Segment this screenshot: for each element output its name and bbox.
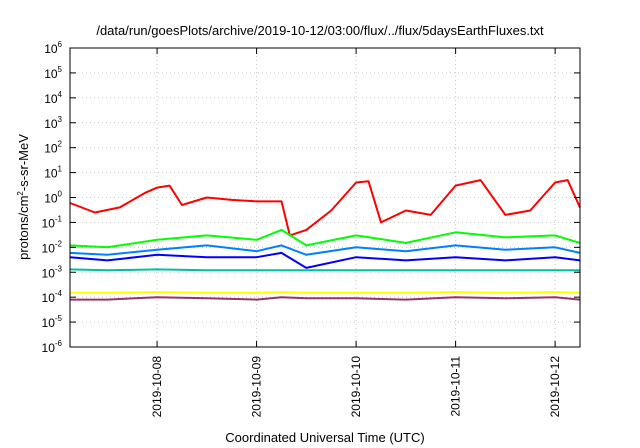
- chart-title: /data/run/goesPlots/archive/2019-10-12/0…: [96, 23, 544, 38]
- x-tick-label: 2019-10-12: [548, 356, 562, 418]
- series-line-4: [69, 268, 580, 272]
- y-tick-label: 10-3: [42, 264, 63, 280]
- series-line-5: [70, 291, 581, 294]
- y-tick-label: 10-6: [42, 339, 63, 355]
- y-tick-label: 10-5: [42, 314, 63, 330]
- y-tick-label: 101: [44, 165, 62, 181]
- y-tick-label: 106: [44, 40, 62, 56]
- series-layer: [69, 179, 581, 301]
- series-line-0: [69, 179, 581, 237]
- y-tick-label: 10-1: [42, 214, 63, 230]
- y-axis-label: protons/cm2-s-sr-MeV: [16, 134, 31, 260]
- y-tick-label: 105: [44, 65, 62, 81]
- grid: [70, 48, 580, 347]
- y-tick-label: 10-2: [42, 239, 63, 255]
- series-line-3: [69, 251, 581, 269]
- x-tick-label: 2019-10-10: [349, 356, 363, 418]
- x-tick-label: 2019-10-08: [150, 356, 164, 418]
- x-axis-label: Coordinated Universal Time (UTC): [225, 430, 424, 445]
- series-line-6: [70, 296, 581, 301]
- series-line-2: [69, 244, 581, 256]
- x-tick-labels: 2019-10-08 2019-10-09 2019-10-10 2019-10-11…: [150, 356, 562, 418]
- y-tick-label: 103: [44, 115, 62, 131]
- y-tick-label: 100: [44, 190, 62, 206]
- y-tick-label: 10-4: [42, 289, 63, 305]
- x-tick-label: 2019-10-11: [449, 356, 463, 417]
- y-tick-label: 102: [44, 140, 62, 156]
- x-tick-label: 2019-10-09: [250, 356, 264, 418]
- tick-marks: [70, 47, 580, 348]
- y-tick-label: 104: [44, 90, 62, 106]
- series-line-1: [69, 228, 581, 249]
- y-tick-labels: 106 105 104 103 102 101 100 10-1 10-2 10-3 10-4 10-…: [42, 40, 63, 355]
